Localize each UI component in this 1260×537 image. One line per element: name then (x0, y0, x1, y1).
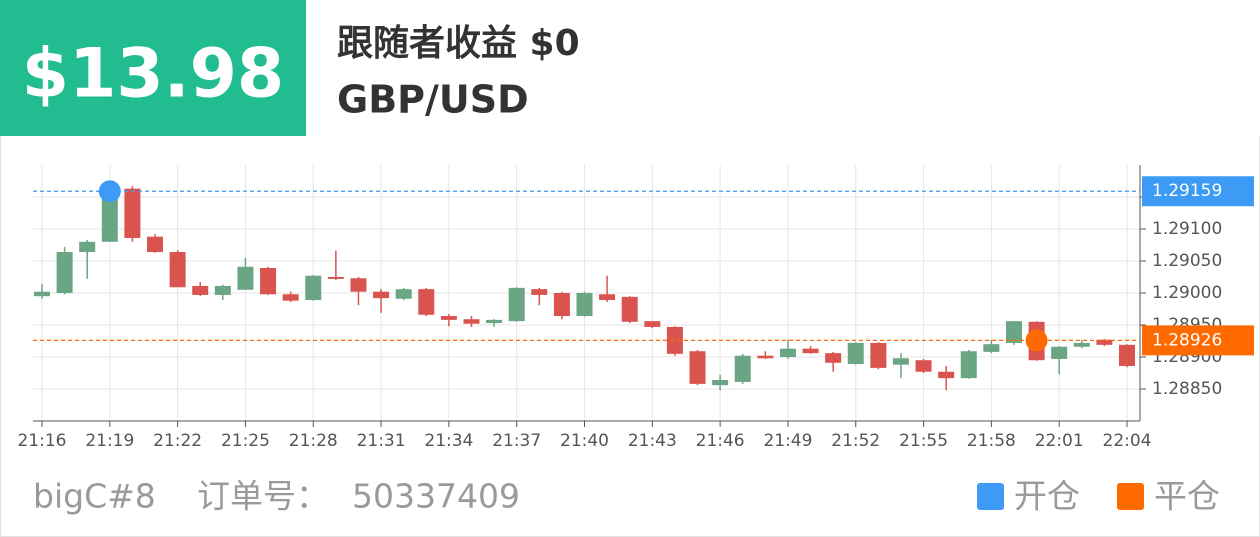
candle-body (531, 289, 548, 295)
price-label: 1.28926 (1152, 330, 1222, 350)
profit: $13.98 (22, 35, 284, 114)
candle-body (1096, 339, 1113, 345)
x-tick-label: 21:58 (967, 431, 1016, 451)
candle-body (192, 285, 209, 295)
candle-body (260, 268, 277, 295)
candle-body (1051, 346, 1068, 359)
candle-body (373, 291, 390, 299)
x-tick-label: 21:52 (831, 431, 880, 451)
price-label-box (1142, 325, 1254, 356)
x-tick-label: 21:25 (221, 431, 270, 451)
order-label: 订单号： (197, 477, 329, 516)
x-tick-label: 22:01 (1035, 431, 1084, 451)
candle-body (79, 241, 96, 253)
profit-box (0, 0, 306, 136)
candle-body (847, 342, 864, 365)
candle-body (101, 191, 118, 242)
candle-body (440, 316, 457, 320)
x-tick-label: 21:37 (492, 431, 541, 451)
legend-swatch (1117, 483, 1144, 510)
order-id: 50337409 (352, 477, 520, 516)
candle-body (1119, 344, 1135, 366)
candle-body (237, 266, 254, 290)
candle-body (599, 294, 616, 301)
candle-body (350, 278, 367, 292)
candle-body (938, 371, 955, 379)
plot: 1.288501.289001.289501.290001.290501.291… (18, 165, 1254, 451)
x-tick-label: 21:19 (85, 431, 134, 451)
candle-body (712, 380, 729, 386)
candle-body (214, 285, 231, 295)
x-tick-label: 21:49 (763, 431, 812, 451)
header-bg (306, 0, 1260, 136)
candle-body (34, 291, 50, 297)
x-tick-label: 21:28 (289, 431, 338, 451)
account: bigC#8 (33, 477, 156, 516)
candle-body (689, 351, 706, 384)
x-tick-label: 21:16 (18, 431, 67, 451)
x-tick-label: 21:43 (628, 431, 677, 451)
candle-body (395, 289, 412, 299)
candle-body (870, 342, 887, 368)
y-tick-label: 1.29000 (1152, 283, 1222, 303)
y-tick-label: 1.29050 (1152, 251, 1222, 271)
follower-profit: 跟随者收益 $0 (337, 23, 580, 64)
legend-swatch (977, 483, 1004, 510)
candle-body (282, 294, 299, 301)
candle-body (147, 236, 164, 253)
y-tick-label: 1.29100 (1152, 219, 1222, 239)
x-tick-label: 21:22 (153, 431, 202, 451)
candle-body (56, 252, 73, 293)
symbol: GBP/USD (337, 78, 529, 122)
trade-marker (98, 180, 121, 203)
y-tick-label: 1.28850 (1152, 379, 1222, 399)
price-label: 1.29159 (1152, 181, 1222, 201)
candle-body (463, 319, 480, 324)
candle-body (779, 348, 796, 357)
candle-body (757, 355, 774, 359)
candle-body (486, 319, 503, 324)
candle-body (892, 358, 909, 365)
legend-label: 开仓 (1014, 477, 1080, 516)
candle-body (621, 296, 638, 322)
price-label-box (1142, 176, 1254, 207)
x-tick-label: 21:31 (357, 431, 406, 451)
candle-body (983, 344, 1000, 352)
legend-label: 平仓 (1154, 477, 1220, 516)
x-tick-label: 21:40 (560, 431, 609, 451)
x-tick-label: 21:34 (424, 431, 473, 451)
candle-body (915, 360, 932, 372)
candle-body (508, 287, 525, 322)
candle-body (576, 293, 593, 317)
candle-body (960, 351, 977, 379)
x-tick-label: 21:46 (696, 431, 745, 451)
candle-body (802, 348, 819, 354)
candle-body (553, 293, 570, 317)
candle-body (666, 326, 683, 354)
x-tick-label: 22:04 (1103, 431, 1152, 451)
candle-body (734, 355, 751, 382)
candle-body (825, 353, 842, 363)
trade-marker (1025, 329, 1048, 352)
x-tick-label: 21:55 (899, 431, 948, 451)
candle-body (1005, 321, 1022, 343)
candle-body (169, 252, 186, 288)
candle-body (124, 188, 141, 238)
candle-body (305, 275, 322, 301)
candle-body (327, 277, 344, 279)
candle-body (644, 321, 661, 327)
candle-body (1073, 342, 1090, 347)
candle-body (418, 289, 435, 315)
